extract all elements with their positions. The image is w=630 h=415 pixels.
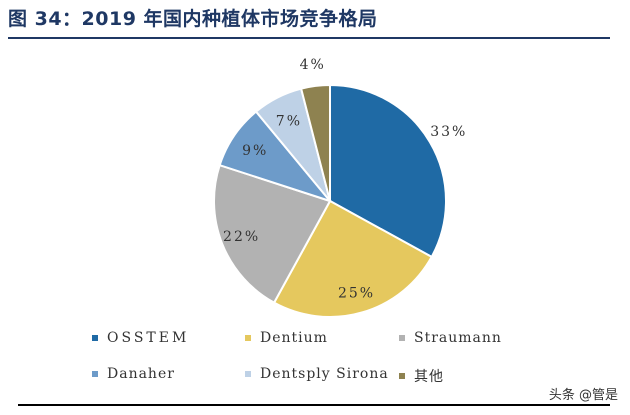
legend-item-other: 其他 [399,366,444,386]
pie-labels: 33% 25% 22% 9% 7% 4% [223,57,467,301]
pie-label-straumann: 22% [223,229,260,245]
watermark: 头条 @管是 [548,388,618,403]
pie-slice-dentium [272,199,434,318]
pie-label-其他: 4% [300,57,326,73]
legend-swatch [92,371,98,377]
pie-label-osstem: 33% [430,124,467,140]
legend-swatch [245,335,251,341]
pie-slice-其他 [299,83,331,202]
legend-item-dentsply-sirona: Dentsply Sirona [245,366,389,382]
pie-label-dentsply-sirona: 7% [276,113,302,129]
legend-swatch [245,371,251,377]
legend-item-danaher: Danaher [92,366,175,382]
title-underline [8,37,610,39]
legend-item-osstem: OSSTEM [92,330,189,346]
legend-item-straumann: Straumann [399,330,502,346]
pie-label-dentium: 25% [338,285,375,301]
legend-swatch [399,335,405,341]
chart-title: 图 34：2019 年国内种植体市场竞争格局 [8,8,378,30]
legend-label: 其他 [414,369,444,385]
legend-swatch [399,373,405,379]
legend-label: Dentsply Sirona [260,366,389,382]
bottom-rule [18,404,610,406]
legend-label: OSSTEM [107,330,190,346]
legend-label: Danaher [107,366,175,382]
legend-label: Straumann [414,330,502,346]
pie-slices [213,83,447,318]
legend-item-dentium: Dentium [245,330,328,346]
pie-label-danaher: 9% [242,143,268,159]
legend-label: Dentium [260,330,328,346]
legend-swatch [92,335,98,341]
pie-slice-osstem [329,83,447,259]
pie-slice-straumann [213,163,332,305]
